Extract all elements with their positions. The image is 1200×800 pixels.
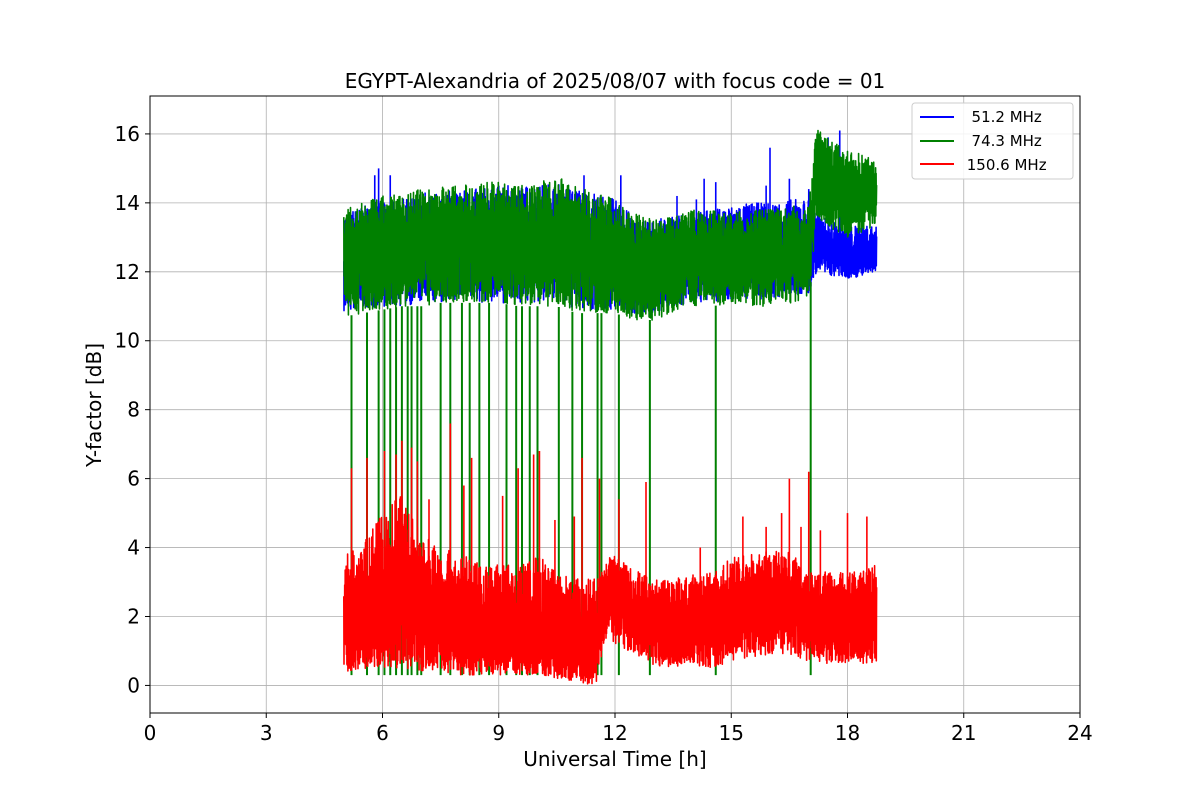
legend-label-74: 74.3 MHz [962,132,1042,150]
series-trace [343,496,878,685]
y-tick-label: 12 [115,260,140,284]
x-tick-label: 18 [835,721,860,745]
x-axis-label: Universal Time [h] [523,747,706,771]
x-tick-label: 15 [719,721,744,745]
x-tick-label: 21 [951,721,976,745]
legend-label-150: 150.6 MHz [962,156,1047,174]
y-tick-label: 2 [127,604,140,628]
y-axis-label: Y-factor [dB] [82,343,106,468]
y-tick-label: 14 [115,191,140,215]
y-tick-label: 4 [127,536,140,560]
y-tick-label: 0 [127,673,140,697]
y-tick-label: 6 [127,467,140,491]
chart-title: EGYPT-Alexandria of 2025/08/07 with focu… [345,69,886,93]
series-trace [343,129,878,321]
x-tick-label: 9 [492,721,505,745]
plot-area [343,129,878,685]
x-tick-label: 6 [376,721,389,745]
x-tick-label: 3 [260,721,273,745]
x-tick-label: 0 [144,721,157,745]
x-tick-label: 12 [602,721,627,745]
y-tick-label: 8 [127,398,140,422]
legend: 51.2 MHz 74.3 MHz 150.6 MHz [911,102,1074,180]
legend-label-51: 51.2 MHz [962,108,1042,126]
x-tick-label: 24 [1067,721,1092,745]
legend-box [911,102,1074,180]
series-150-6-mhz [343,423,878,685]
y-tick-label: 10 [115,329,140,353]
y-tick-label: 16 [115,122,140,146]
